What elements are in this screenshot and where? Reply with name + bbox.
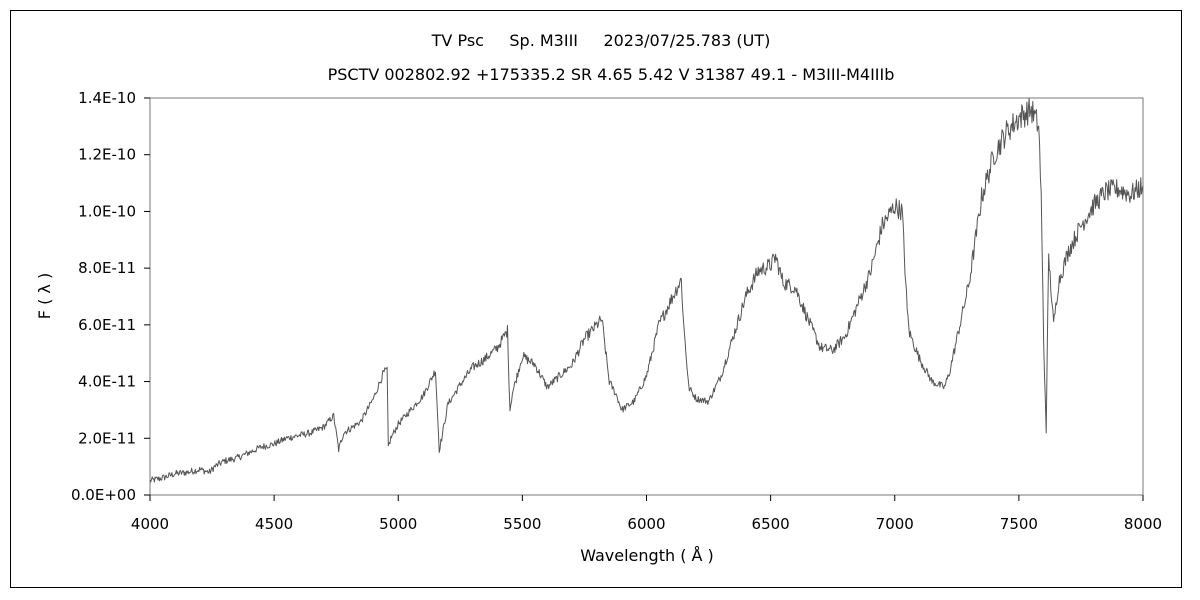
x-tick-label: 8000: [1124, 515, 1162, 533]
x-tick-label: 5000: [379, 515, 417, 533]
y-tick-label: 1.4E-10: [78, 89, 136, 107]
x-tick-label: 4500: [255, 515, 293, 533]
y-tick-label: 6.0E-11: [78, 316, 136, 334]
y-axis: 0.0E+00 2.0E-11 4.0E-11 6.0E-11 8.0E-11 1.0E-…: [71, 89, 150, 504]
y-tick-label: 8.0E-11: [78, 259, 136, 277]
x-axis: 4000 4500 5000 5500 6000 6500 7000 7500 8000: [131, 495, 1162, 533]
spectrum-line: [149, 97, 1144, 483]
y-tick-label: 1.0E-10: [78, 202, 136, 220]
series-layer: [149, 97, 1144, 483]
chart-title: TV Psc Sp. M3III 2023/07/25.783 (UT): [431, 31, 771, 50]
y-tick-label: 0.0E+00: [71, 486, 136, 504]
chart-subtitle: PSCTV 002802.92 +175335.2 SR 4.65 5.42 V…: [328, 65, 895, 84]
y-tick-label: 2.0E-11: [78, 429, 136, 447]
x-tick-label: 4000: [131, 515, 169, 533]
x-tick-label: 5500: [503, 515, 541, 533]
y-axis-label: F ( λ ): [35, 273, 54, 319]
y-tick-label: 4.0E-11: [78, 373, 136, 391]
x-axis-label: Wavelength ( Å ): [580, 546, 714, 565]
y-tick-label: 1.2E-10: [78, 146, 136, 164]
x-tick-label: 6500: [752, 515, 790, 533]
x-tick-label: 7500: [1000, 515, 1038, 533]
x-tick-label: 6000: [627, 515, 665, 533]
x-tick-label: 7000: [876, 515, 914, 533]
